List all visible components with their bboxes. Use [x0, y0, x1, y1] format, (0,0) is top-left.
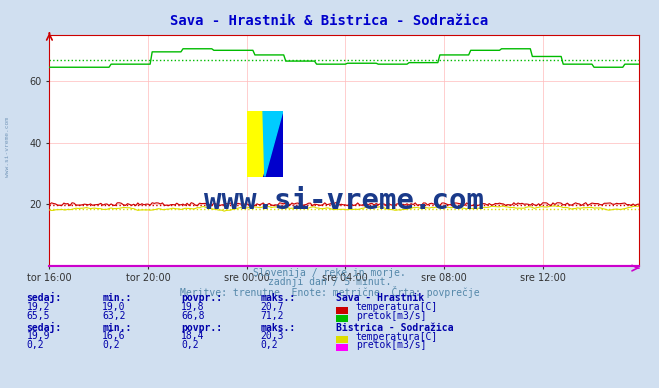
Text: Bistrica - Sodražica: Bistrica - Sodražica [336, 322, 453, 333]
Text: 0,2: 0,2 [26, 340, 44, 350]
Text: maks.:: maks.: [260, 322, 295, 333]
Polygon shape [263, 111, 283, 177]
Text: Sava - Hrastnik: Sava - Hrastnik [336, 293, 424, 303]
Text: pretok[m3/s]: pretok[m3/s] [356, 311, 426, 321]
Text: min.:: min.: [102, 293, 132, 303]
Text: sedaj:: sedaj: [26, 292, 61, 303]
Text: 19,2: 19,2 [26, 302, 50, 312]
Text: pretok[m3/s]: pretok[m3/s] [356, 340, 426, 350]
Text: 66,8: 66,8 [181, 311, 205, 321]
Text: Meritve: trenutne  Enote: metrične  Črta: povprečje: Meritve: trenutne Enote: metrične Črta: … [180, 286, 479, 298]
Text: www.si-vreme.com: www.si-vreme.com [5, 118, 11, 177]
Text: 20,3: 20,3 [260, 331, 284, 341]
Text: 19,0: 19,0 [102, 302, 126, 312]
Text: 65,5: 65,5 [26, 311, 50, 321]
Polygon shape [263, 111, 283, 177]
Text: povpr.:: povpr.: [181, 293, 222, 303]
Text: 63,2: 63,2 [102, 311, 126, 321]
Text: 18,4: 18,4 [181, 331, 205, 341]
Text: maks.:: maks.: [260, 293, 295, 303]
Text: sedaj:: sedaj: [26, 322, 61, 333]
Text: 71,2: 71,2 [260, 311, 284, 321]
Text: 0,2: 0,2 [181, 340, 199, 350]
Text: 0,2: 0,2 [260, 340, 278, 350]
Text: www.si-vreme.com: www.si-vreme.com [204, 187, 484, 215]
Text: 19,9: 19,9 [26, 331, 50, 341]
Text: temperatura[C]: temperatura[C] [356, 302, 438, 312]
Text: zadnji dan / 5 minut.: zadnji dan / 5 minut. [268, 277, 391, 287]
Text: 19,8: 19,8 [181, 302, 205, 312]
Text: temperatura[C]: temperatura[C] [356, 331, 438, 341]
Text: 20,7: 20,7 [260, 302, 284, 312]
Text: 0,2: 0,2 [102, 340, 120, 350]
Bar [246, 111, 265, 177]
Text: Sava - Hrastnik & Bistrica - Sodražica: Sava - Hrastnik & Bistrica - Sodražica [171, 14, 488, 28]
Text: Slovenija / reke in morje.: Slovenija / reke in morje. [253, 268, 406, 278]
Text: povpr.:: povpr.: [181, 322, 222, 333]
Text: 16,6: 16,6 [102, 331, 126, 341]
Text: min.:: min.: [102, 322, 132, 333]
